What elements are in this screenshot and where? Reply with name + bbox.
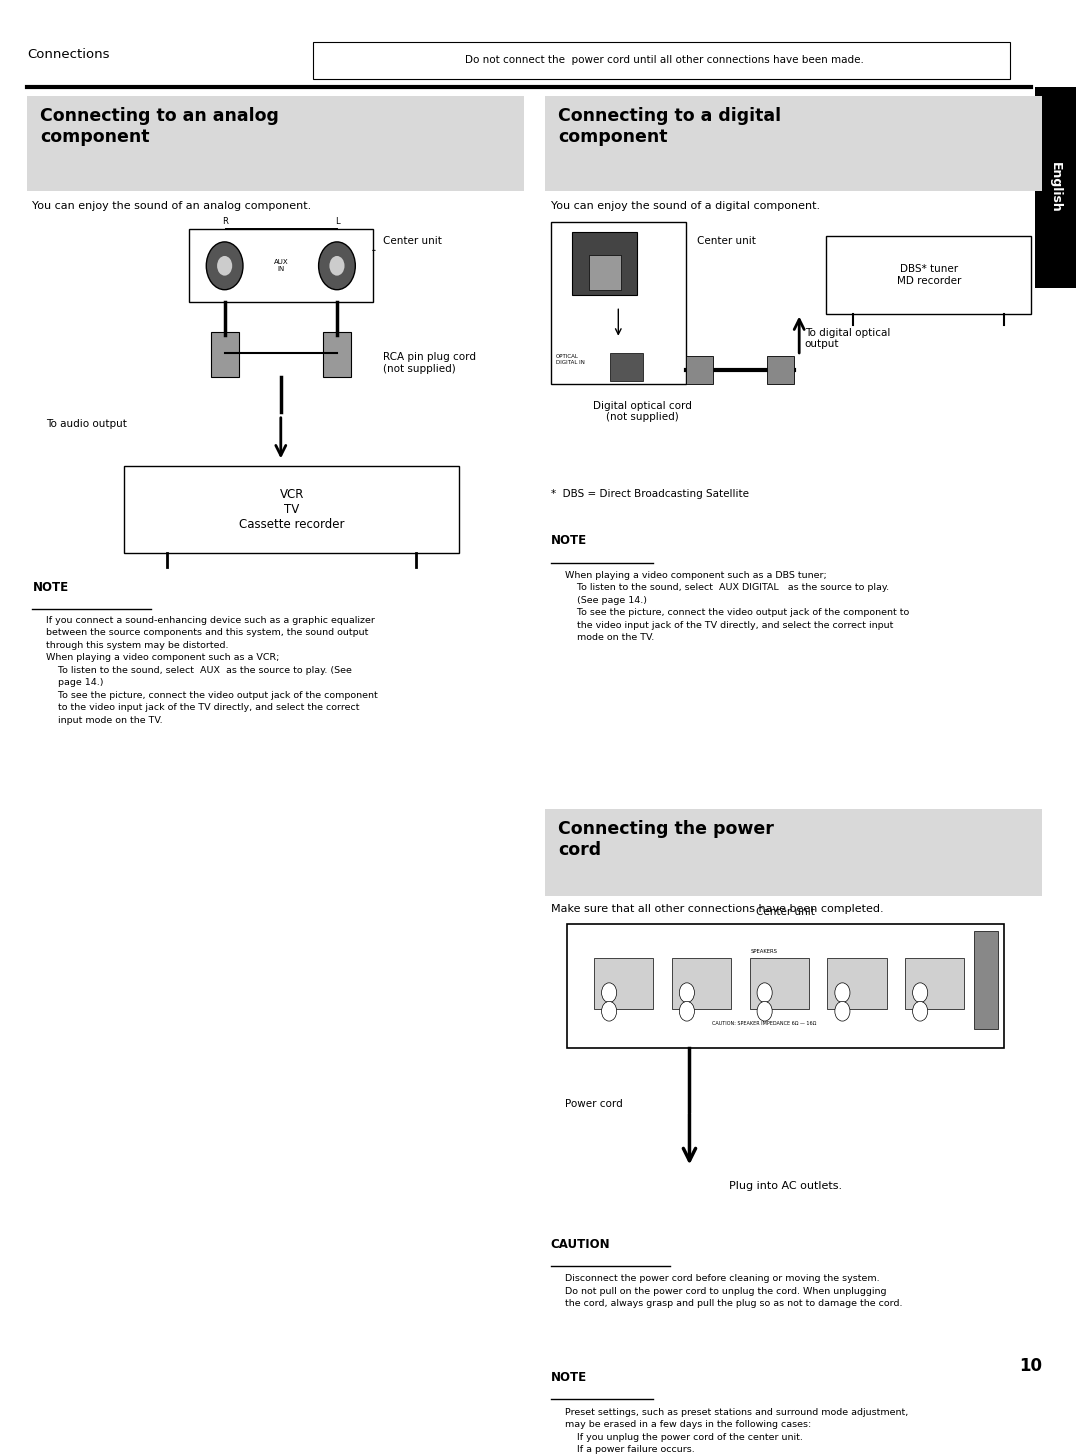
Bar <box>1035 87 1076 288</box>
Text: To audio output: To audio output <box>46 419 127 429</box>
Text: NOTE: NOTE <box>551 1371 586 1384</box>
Text: L: L <box>335 218 339 227</box>
Bar <box>589 254 621 291</box>
Text: If you connect a sound-enhancing device such as a graphic equalizer
between the : If you connect a sound-enhancing device … <box>46 616 378 726</box>
Text: Preset settings, such as preset stations and surround mode adjustment,
may be er: Preset settings, such as preset stations… <box>565 1407 908 1454</box>
Text: AUX
IN: AUX IN <box>273 259 288 272</box>
Text: Digital optical cord
(not supplied): Digital optical cord (not supplied) <box>593 401 692 423</box>
Text: Disconnect the power cord before cleaning or moving the system.
Do not pull on t: Disconnect the power cord before cleanin… <box>565 1274 903 1309</box>
Circle shape <box>602 983 617 1002</box>
Text: You can enjoy the sound of an analog component.: You can enjoy the sound of an analog com… <box>32 201 312 211</box>
Text: DBS* tuner
MD recorder: DBS* tuner MD recorder <box>896 265 961 286</box>
Bar <box>827 958 887 1009</box>
Circle shape <box>217 256 232 276</box>
Text: Plug into AC outlets.: Plug into AC outlets. <box>729 1181 842 1191</box>
Text: SPEAKERS: SPEAKERS <box>751 948 778 954</box>
Bar <box>323 332 351 377</box>
Bar <box>545 96 1042 192</box>
Bar <box>567 923 1004 1048</box>
Bar <box>189 230 373 302</box>
Bar <box>610 352 643 381</box>
Text: Connections: Connections <box>27 48 109 61</box>
Text: *  DBS = Direct Broadcasting Satellite: * DBS = Direct Broadcasting Satellite <box>551 490 748 499</box>
Bar <box>124 465 459 553</box>
Circle shape <box>319 241 355 289</box>
Bar <box>686 356 713 384</box>
Text: Connecting to an analog
component: Connecting to an analog component <box>40 108 279 145</box>
Text: CAUTION: SPEAKER IMPEDANCE 6Ω — 16Ω: CAUTION: SPEAKER IMPEDANCE 6Ω — 16Ω <box>712 1021 816 1025</box>
Circle shape <box>329 256 345 276</box>
Text: Center unit: Center unit <box>697 236 756 246</box>
Text: English: English <box>1049 163 1062 214</box>
Circle shape <box>835 983 850 1002</box>
Text: CAUTION: CAUTION <box>551 1237 610 1250</box>
Bar <box>974 931 998 1029</box>
Circle shape <box>679 983 694 1002</box>
Circle shape <box>913 983 928 1002</box>
Text: NOTE: NOTE <box>32 580 68 593</box>
Bar <box>767 356 794 384</box>
Bar <box>750 958 809 1009</box>
Bar <box>826 236 1031 314</box>
Circle shape <box>757 1002 772 1021</box>
Bar <box>672 958 731 1009</box>
Text: Connecting the power
cord: Connecting the power cord <box>558 820 774 859</box>
Bar <box>594 958 653 1009</box>
Text: To digital optical
output: To digital optical output <box>805 327 890 349</box>
Circle shape <box>835 1002 850 1021</box>
Text: Center unit: Center unit <box>383 236 443 246</box>
Bar <box>572 231 637 295</box>
Bar <box>551 222 686 384</box>
Bar <box>27 96 524 192</box>
Circle shape <box>602 1002 617 1021</box>
Bar <box>545 808 1042 896</box>
Circle shape <box>913 1002 928 1021</box>
Text: You can enjoy the sound of a digital component.: You can enjoy the sound of a digital com… <box>551 201 820 211</box>
Text: OPTICAL
DIGITAL IN: OPTICAL DIGITAL IN <box>556 355 585 365</box>
Text: Make sure that all other connections have been completed.: Make sure that all other connections hav… <box>551 904 883 915</box>
Text: 10: 10 <box>1020 1358 1042 1375</box>
Circle shape <box>206 241 243 289</box>
Circle shape <box>679 1002 694 1021</box>
Bar <box>905 958 964 1009</box>
Text: Do not connect the  power cord until all other connections have been made.: Do not connect the power cord until all … <box>464 55 864 65</box>
Text: VCR
TV
Cassette recorder: VCR TV Cassette recorder <box>239 487 345 531</box>
Text: Center unit: Center unit <box>756 907 815 917</box>
Bar <box>313 42 1010 79</box>
Text: R: R <box>221 218 228 227</box>
Text: NOTE: NOTE <box>551 535 586 547</box>
Text: Connecting to a digital
component: Connecting to a digital component <box>558 108 782 145</box>
Text: Power cord: Power cord <box>565 1099 623 1109</box>
Bar <box>211 332 239 377</box>
Text: RCA pin plug cord
(not supplied): RCA pin plug cord (not supplied) <box>383 352 476 374</box>
Text: When playing a video component such as a DBS tuner;
    To listen to the sound, : When playing a video component such as a… <box>565 571 909 643</box>
Circle shape <box>757 983 772 1002</box>
